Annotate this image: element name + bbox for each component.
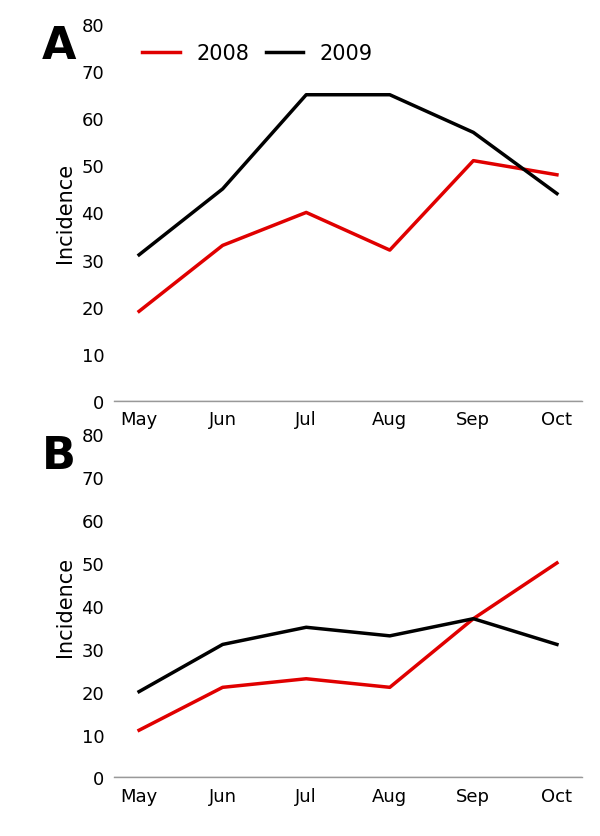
Y-axis label: Incidence: Incidence <box>55 556 74 656</box>
Text: A: A <box>42 25 77 68</box>
Y-axis label: Incidence: Incidence <box>55 163 74 263</box>
Legend: 2008, 2009: 2008, 2009 <box>134 35 382 72</box>
Text: B: B <box>42 435 76 477</box>
